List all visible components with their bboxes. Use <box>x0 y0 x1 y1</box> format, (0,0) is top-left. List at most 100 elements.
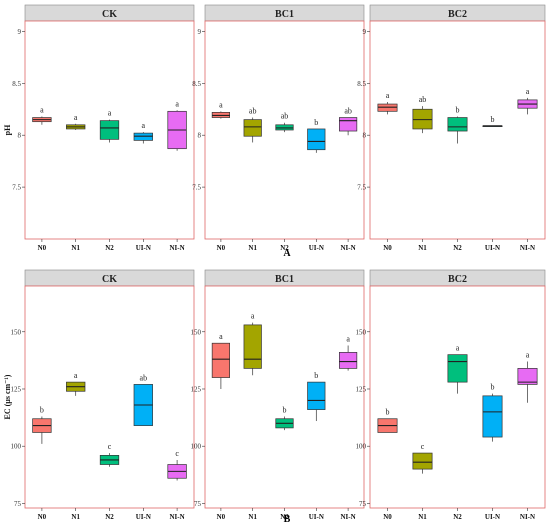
row-label-a: A <box>283 248 291 259</box>
box-body <box>412 452 433 470</box>
box-ui-n <box>482 125 503 127</box>
x-tick-label: NI-N <box>341 513 356 521</box>
box-body <box>243 324 262 369</box>
x-tick-label: N2 <box>105 244 114 252</box>
x-tick-label: UI-N <box>309 513 324 521</box>
x-tick-label: N1 <box>418 513 427 521</box>
significance-letter: a <box>142 121 146 130</box>
x-tick-label: N1 <box>248 244 257 252</box>
box-ui-n <box>307 381 326 422</box>
significance-letter: ab <box>281 112 289 121</box>
y-axis-title: EC (μs cm⁻¹) <box>3 374 12 419</box>
box-n0 <box>211 111 230 119</box>
box-n2 <box>447 116 468 144</box>
box-body <box>307 128 326 151</box>
box-body <box>243 119 262 137</box>
x-tick-label: N2 <box>105 513 114 521</box>
y-tick-label: 100 <box>356 443 367 451</box>
significance-letter: a <box>108 109 112 118</box>
x-tick-label: NI-N <box>520 513 535 521</box>
significance-letter: b <box>314 118 318 127</box>
x-tick-label: NI-N <box>170 513 185 521</box>
significance-letter: ab <box>249 107 257 116</box>
box-ui-n <box>482 393 503 442</box>
box-n2 <box>275 416 294 431</box>
y-tick-label: 9 <box>198 28 202 36</box>
plot-frame <box>24 285 195 509</box>
significance-letter: a <box>74 113 78 122</box>
box-body <box>99 120 120 140</box>
panel-title: BC1 <box>275 9 294 20</box>
box-body <box>307 381 326 410</box>
significance-letter: a <box>526 351 530 360</box>
panel-title: CK <box>102 9 117 20</box>
y-axis-title: pH <box>3 124 12 135</box>
y-tick-label: 125 <box>11 385 22 393</box>
significance-letter: c <box>108 442 112 451</box>
significance-letter: a <box>175 99 179 108</box>
box-ni-n <box>167 459 187 481</box>
significance-letter: b <box>40 405 44 414</box>
y-tick-label: 125 <box>356 385 367 393</box>
y-tick-label: 9 <box>363 28 367 36</box>
y-tick-label: 8 <box>363 132 367 140</box>
x-tick-label: N2 <box>280 513 289 521</box>
box-n2 <box>447 354 468 394</box>
significance-letter: b <box>456 106 460 115</box>
x-tick-label: UI-N <box>485 513 500 521</box>
y-tick-label: 8 <box>198 132 202 140</box>
y-tick-label: 125 <box>191 385 202 393</box>
y-tick-label: 9 <box>18 28 22 36</box>
box-n0 <box>32 116 52 125</box>
significance-letter: b <box>283 405 287 414</box>
box-n1 <box>243 322 262 376</box>
panel-a-ck: CK 7.5 8 8.5 9 pH a N0 a N1 a N2 a UI-N a NI-N <box>3 4 195 252</box>
significance-letter: b <box>491 115 495 124</box>
y-tick-label: 8.5 <box>192 80 201 88</box>
box-body <box>517 368 538 385</box>
x-tick-label: NI-N <box>520 244 535 252</box>
box-ui-n <box>307 128 326 153</box>
x-tick-label: N0 <box>217 244 226 252</box>
x-tick-label: N1 <box>418 244 427 252</box>
box-body <box>211 342 230 378</box>
x-tick-label: N0 <box>383 513 392 521</box>
box-body <box>339 352 358 369</box>
y-tick-label: 150 <box>356 328 367 336</box>
panels: CK 7.5 8 8.5 9 pH a N0 a N1 a N2 a UI-N a NI-N BC1 7.5 8 8.… <box>3 4 546 521</box>
box-ui-n <box>133 384 153 426</box>
y-tick-label: 75 <box>14 500 22 508</box>
panel-title: CK <box>102 274 117 285</box>
x-tick-label: N2 <box>280 244 289 252</box>
box-ni-n <box>167 110 187 151</box>
x-tick-label: UI-N <box>136 244 151 252</box>
y-tick-label: 8.5 <box>357 80 366 88</box>
significance-letter: c <box>175 449 179 458</box>
panel-b-bc1: BC1 75 100 125 150 a N0 a N1 b N2 b UI-N a NI-N <box>191 269 365 521</box>
x-tick-label: N0 <box>217 513 226 521</box>
y-tick-label: 150 <box>11 328 22 336</box>
significance-letter: a <box>346 335 350 344</box>
box-n2 <box>275 122 294 133</box>
box-ni-n <box>517 361 538 403</box>
significance-letter: a <box>74 371 78 380</box>
y-tick-label: 75 <box>359 500 367 508</box>
significance-letter: a <box>219 100 223 109</box>
box-n2 <box>99 119 120 143</box>
y-tick-label: 7.5 <box>12 184 21 192</box>
x-tick-label: N0 <box>383 244 392 252</box>
significance-letter: a <box>526 87 530 96</box>
significance-letter: a <box>40 106 44 115</box>
significance-letter: ab <box>140 373 148 382</box>
x-tick-label: N0 <box>38 244 47 252</box>
panel-title: BC1 <box>275 274 294 285</box>
y-tick-label: 150 <box>191 328 202 336</box>
x-tick-label: N1 <box>71 244 80 252</box>
box-n1 <box>243 117 262 143</box>
y-tick-label: 7.5 <box>192 184 201 192</box>
significance-letter: b <box>491 383 495 392</box>
row-label-b: B <box>284 514 291 525</box>
box-ni-n <box>517 97 538 115</box>
box-n1 <box>66 123 86 130</box>
y-tick-label: 7.5 <box>357 184 366 192</box>
